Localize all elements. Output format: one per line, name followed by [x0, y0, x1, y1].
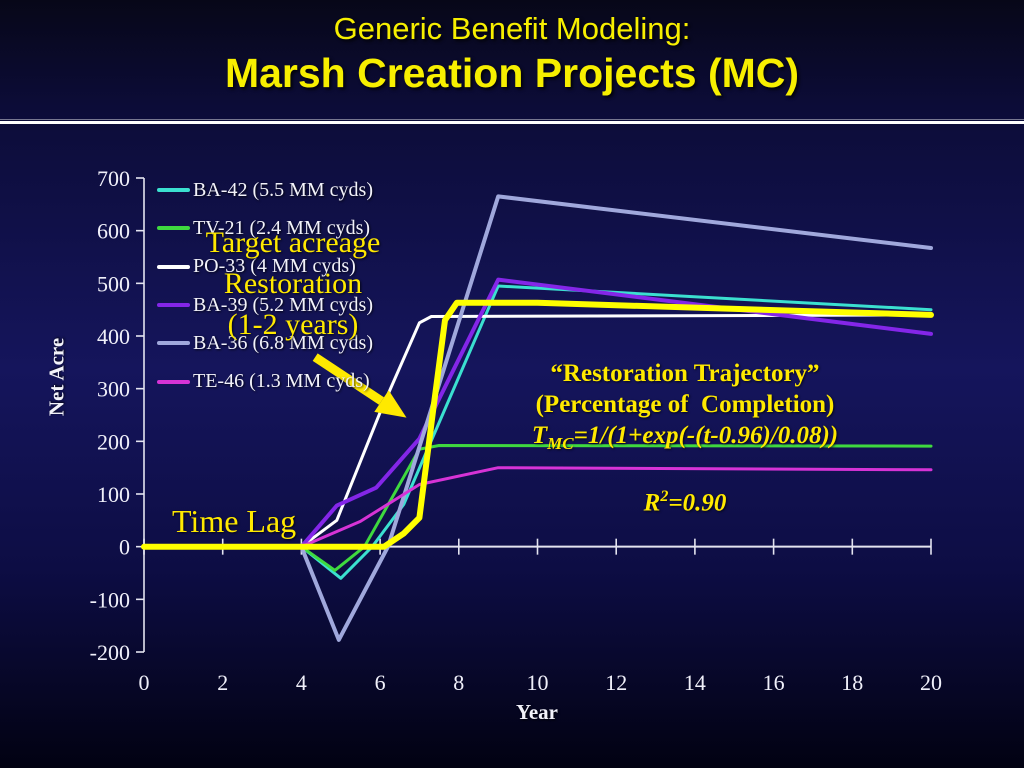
- target-acreage-line3: (1-2 years): [227, 308, 359, 341]
- x-tick-label: 10: [527, 670, 549, 695]
- legend-label: TV-21 (2.4 MM cyds): [193, 216, 371, 239]
- x-tick-label: 12: [605, 670, 627, 695]
- x-axis-title: Year: [516, 700, 558, 724]
- legend-item: BA-36 (6.8 MM cyds): [157, 324, 373, 362]
- y-tick-label: 400: [97, 324, 130, 349]
- y-tick-label: 500: [97, 271, 130, 296]
- y-tick-label: 200: [97, 429, 130, 454]
- legend-swatch: [157, 188, 190, 193]
- slide-title: Generic Benefit Modeling: Marsh Creation…: [0, 11, 1024, 97]
- legend-item: BA-42 (5.5 MM cyds): [157, 171, 373, 209]
- x-tick-label: 8: [453, 670, 464, 695]
- legend-label: PO-33 (4 MM cyds): [193, 255, 356, 278]
- trajectory-subtitle: (Percentage of Completion): [535, 391, 835, 418]
- target-acreage-line1: Target acreage: [205, 226, 381, 259]
- legend-swatch: [157, 264, 190, 269]
- y-tick-label: -100: [90, 587, 130, 612]
- y-tick-label: -200: [90, 640, 130, 665]
- legend-label: TE-46 (1.3 MM cyds): [193, 370, 370, 393]
- title-line-1: Generic Benefit Modeling:: [333, 11, 691, 46]
- y-tick-label: 300: [97, 377, 130, 402]
- y-tick-label: 600: [97, 219, 130, 244]
- target-acreage-annotation: Target acreage Restoration (1-2 years): [183, 222, 403, 345]
- x-tick-label: 2: [217, 670, 228, 695]
- legend-label: BA-39 (5.2 MM cyds): [193, 293, 373, 316]
- y-tick-label: 0: [119, 535, 130, 560]
- y-tick-label: 100: [97, 482, 130, 507]
- title-divider-shadow: [0, 119, 1024, 120]
- x-tick-label: 14: [684, 670, 706, 695]
- legend-label: BA-36 (6.8 MM cyds): [193, 331, 373, 354]
- chart-legend: BA-42 (5.5 MM cyds) TV-21 (2.4 MM cyds) PO…: [157, 171, 373, 401]
- title-line-2: Marsh Creation Projects (MC): [224, 50, 800, 96]
- x-tick-label: 6: [375, 670, 386, 695]
- arrow-head-icon: [374, 390, 407, 418]
- series-line-restoration: [141, 299, 934, 550]
- trajectory-title: “Restoration Trajectory”: [550, 360, 820, 387]
- arrow-shaft: [312, 353, 384, 405]
- legend-item: PO-33 (4 MM cyds): [157, 248, 373, 286]
- legend-label: BA-42 (5.5 MM cyds): [193, 178, 373, 201]
- legend-item: BA-39 (5.2 MM cyds): [157, 286, 373, 324]
- title-divider: [0, 121, 1024, 124]
- x-tick-label: 16: [763, 670, 785, 695]
- legend-item: TV-21 (2.4 MM cyds): [157, 209, 373, 247]
- x-tick-label: 18: [841, 670, 863, 695]
- r-squared-value: R2=0.90: [643, 488, 727, 517]
- y-axis-title: Net Acre: [44, 337, 69, 417]
- trajectory-annotation: “Restoration Trajectory” (Percentage of …: [465, 358, 905, 518]
- x-tick-label: 20: [920, 670, 942, 695]
- legend-swatch: [157, 341, 190, 346]
- x-tick-label: 0: [139, 670, 150, 695]
- legend-swatch: [157, 379, 190, 384]
- x-tick-label: 4: [296, 670, 307, 695]
- target-acreage-line2: Restoration: [223, 267, 363, 300]
- legend-swatch: [157, 303, 190, 308]
- time-lag-annotation: Time Lag: [172, 503, 297, 539]
- y-tick-label: 700: [97, 166, 130, 191]
- trajectory-formula: TMC=1/(1+exp(-(t-0.96)/0.08)): [531, 422, 839, 453]
- legend-item: TE-46 (1.3 MM cyds): [157, 362, 373, 400]
- legend-swatch: [157, 226, 190, 231]
